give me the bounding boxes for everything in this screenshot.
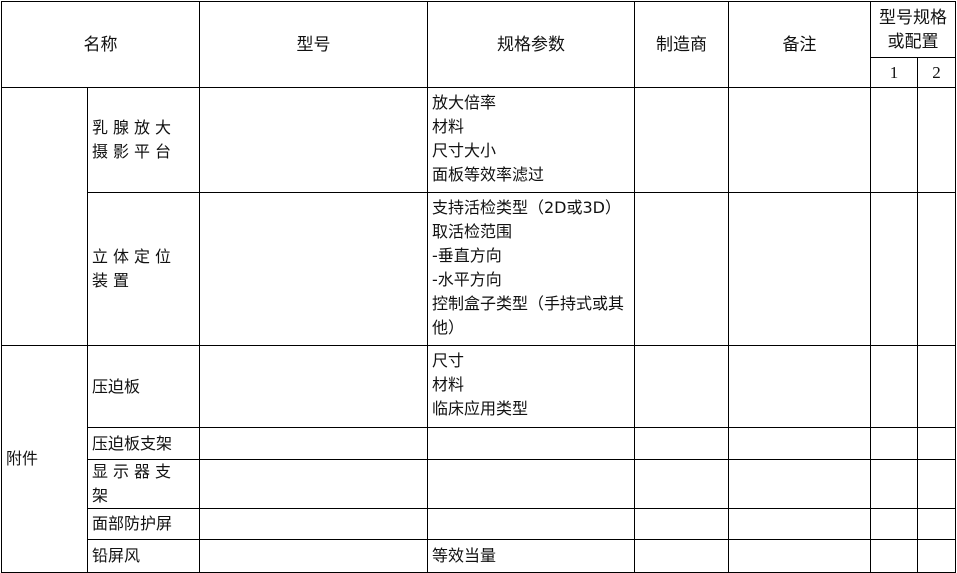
item-name: 压迫板 — [87, 345, 200, 428]
item-name: 立体定位装置 — [87, 192, 200, 346]
item-spec: 尺寸 材料 临床应用类型 — [427, 345, 635, 428]
header-name: 名称 — [1, 1, 200, 88]
item-name: 铅屏风 — [87, 539, 200, 573]
item-name: 乳腺放大摄影平台 — [87, 87, 200, 193]
item-spec: 支持活检类型（2D或3D） 取活检范围 -垂直方向 -水平方向 控制盒子类型（手持式或其… — [427, 192, 635, 346]
header-model: 型号 — [199, 1, 428, 88]
header-spec: 规格参数 — [427, 1, 635, 88]
table-row: 附件 压迫板 尺寸 材料 临床应用类型 — [1, 345, 956, 573]
table-row: 显示器支架 — [2, 459, 956, 509]
group-cell: 附件 — [1, 345, 88, 573]
table-row: 压迫板支架 — [2, 427, 956, 460]
table-row: 立体定位装置 支持活检类型（2D或3D） 取活检范围 -垂直方向 -水平方向 控制盒子类… — [2, 192, 956, 346]
item-spec: 放大倍率 材料 尺寸大小 面板等效率滤过 — [427, 87, 635, 193]
header-config-1: 1 — [870, 57, 918, 88]
item-name: 面部防护屏 — [87, 508, 200, 540]
header-config-2: 2 — [917, 57, 956, 88]
item-name: 显示器支架 — [87, 459, 200, 509]
group-cell — [1, 87, 88, 346]
item-name: 压迫板支架 — [87, 427, 200, 460]
header-config: 型号规格或配置 — [870, 1, 956, 58]
table-row: 乳腺放大摄影平台 放大倍率 材料 尺寸大小 面板等效率滤过 — [1, 87, 956, 346]
header-note: 备注 — [728, 1, 871, 88]
table-row: 面部防护屏 — [2, 508, 956, 540]
table-row: 铅屏风 等效当量 — [2, 539, 956, 573]
item-spec: 等效当量 — [427, 539, 635, 573]
header-maker: 制造商 — [634, 1, 729, 88]
